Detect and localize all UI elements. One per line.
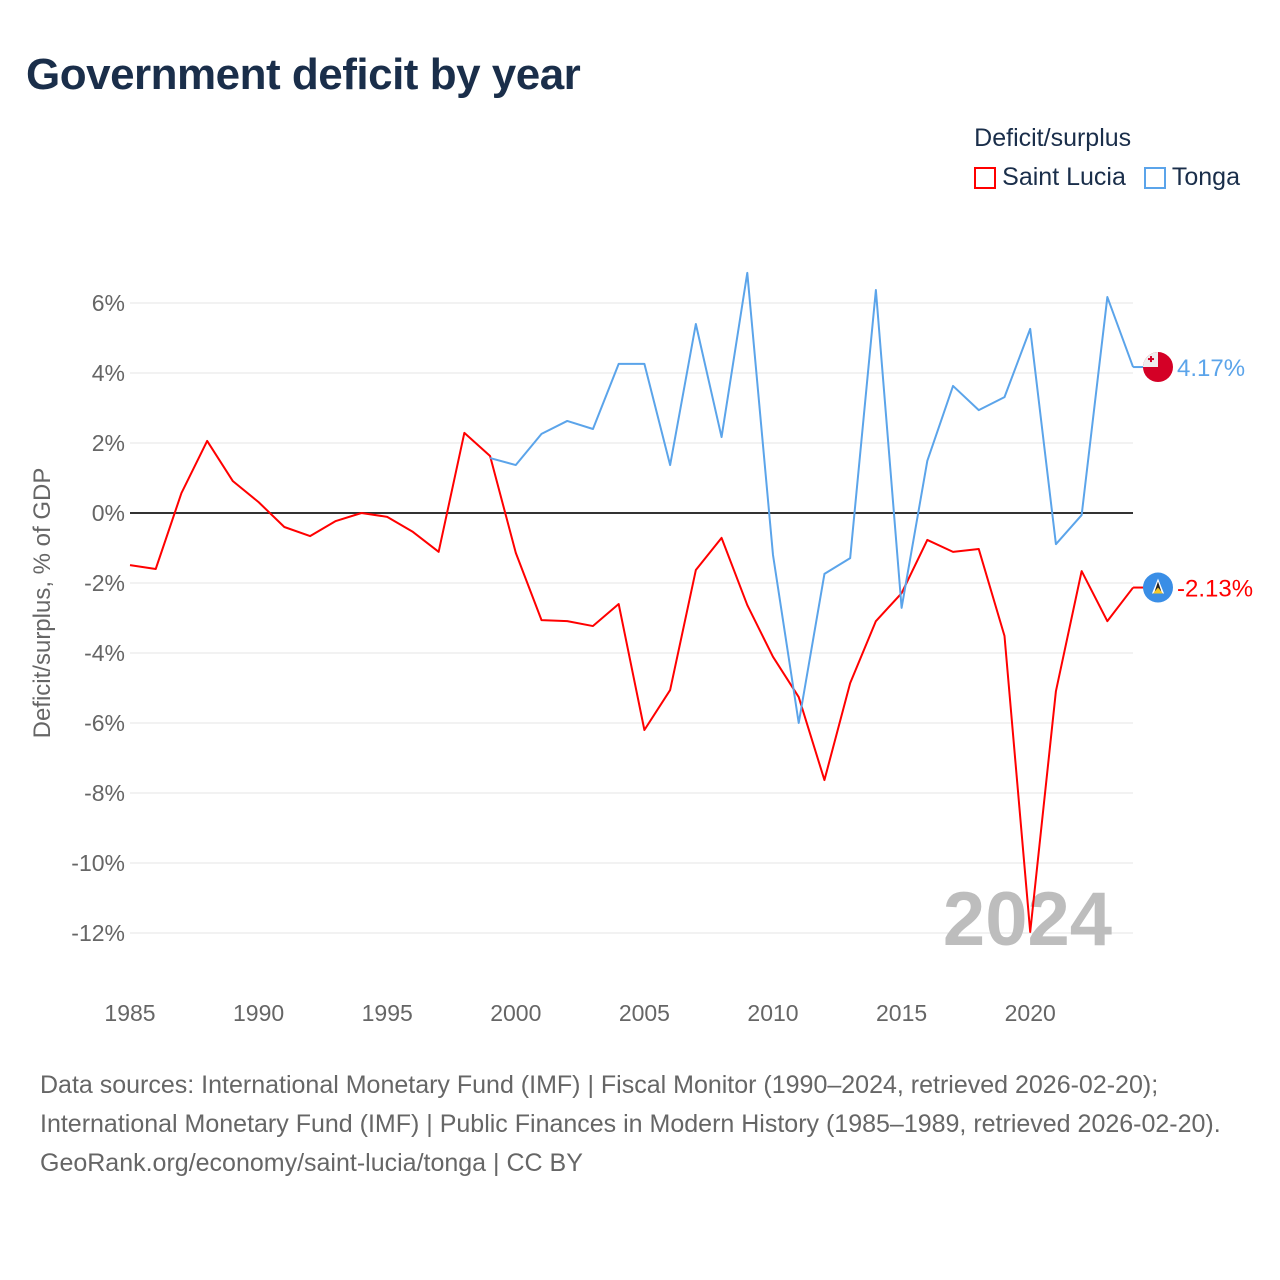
legend-item-saint-lucia[interactable]: Saint Lucia [974, 163, 1126, 192]
x-tick-label: 2000 [490, 1000, 541, 1026]
x-tick-label: 1990 [233, 1000, 284, 1026]
y-tick-label: 4% [92, 360, 125, 386]
legend-item-tonga[interactable]: Tonga [1143, 163, 1240, 192]
x-tick-label: 2020 [1005, 1000, 1056, 1026]
legend-label: Saint Lucia [1002, 163, 1126, 191]
end-value-label: -2.13% [1177, 576, 1253, 603]
series-line-tonga [489, 271, 1135, 724]
y-axis-label: Deficit/surplus, % of GDP [29, 468, 56, 739]
y-tick-label: 0% [92, 500, 125, 526]
legend: Deficit/surplus Saint Lucia Tonga [974, 124, 1240, 192]
x-tick-label: 2010 [747, 1000, 798, 1026]
legend-swatch [1143, 166, 1166, 189]
legend-title: Deficit/surplus [974, 124, 1132, 152]
data-sources: Data sources: International Monetary Fun… [40, 1071, 1221, 1138]
legend-swatch [974, 166, 997, 189]
legend-label: Tonga [1171, 163, 1240, 191]
line-chart: 6% 4% 2% 0% -2% -4% -6% -8% -10% -12% 1985 1990 1995… [29, 271, 1253, 1026]
y-tick-label: 6% [92, 290, 125, 316]
y-tick-label: -10% [71, 850, 125, 876]
footer: Data sources: International Monetary Fun… [40, 1066, 1240, 1183]
tonga-cross [1150, 356, 1152, 363]
y-tick-label: -6% [84, 710, 125, 736]
flag-triangle [1153, 587, 1163, 594]
y-tick-label: -12% [71, 920, 125, 946]
y-tick-label: -8% [84, 780, 125, 806]
end-value-label: 4.17% [1177, 355, 1245, 382]
y-tick-label: 2% [92, 430, 125, 456]
x-tick-label: 1985 [104, 1000, 155, 1026]
y-tick-label: -2% [84, 570, 125, 596]
credit-link[interactable]: GeoRank.org/economy/saint-lucia/tonga | … [40, 1149, 583, 1177]
series-line-saint-lucia [129, 431, 1134, 933]
chart-title: Government deficit by year [26, 50, 581, 99]
x-tick-label: 2015 [876, 1000, 927, 1026]
x-tick-label: 1995 [362, 1000, 413, 1026]
x-tick-label: 2005 [619, 1000, 670, 1026]
y-tick-label: -4% [84, 640, 125, 666]
